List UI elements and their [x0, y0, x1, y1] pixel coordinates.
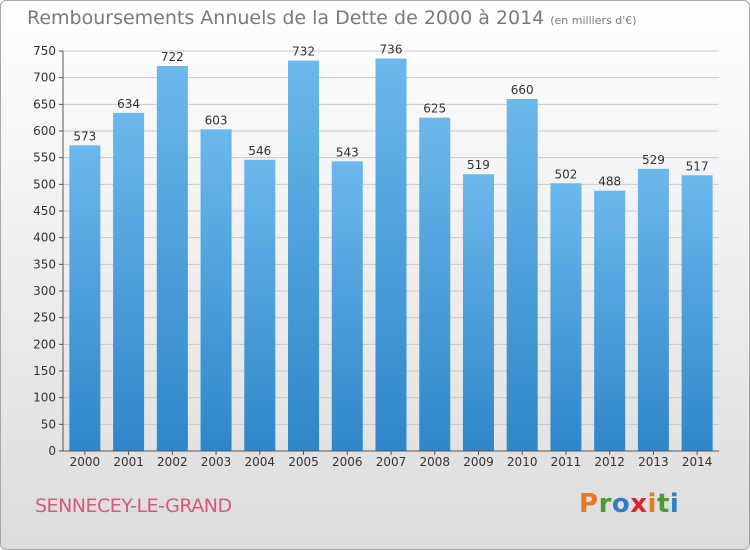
y-tick-label: 650 — [33, 97, 56, 111]
y-tick-label: 200 — [33, 337, 56, 351]
bar-2007 — [375, 58, 407, 451]
bar-2001 — [113, 112, 145, 451]
bar-2014 — [681, 175, 713, 451]
y-tick-label: 350 — [33, 257, 56, 271]
bar-2009 — [462, 174, 494, 451]
bar-value-label: 573 — [73, 129, 96, 143]
bar-value-label: 519 — [467, 158, 490, 172]
bar-2010 — [506, 99, 538, 451]
y-tick-label: 450 — [33, 204, 56, 218]
y-tick-label: 600 — [33, 124, 56, 138]
y-tick-label: 100 — [33, 391, 56, 405]
bar-2008 — [419, 117, 451, 452]
x-tick-label: 2006 — [332, 455, 363, 469]
bar-2002 — [156, 65, 188, 451]
chart-title-text: Remboursements Annuels de la Dette de 20… — [27, 7, 545, 29]
commune-name: SENNECEY-LE-GRAND — [35, 495, 232, 517]
x-tick-label: 2013 — [638, 455, 669, 469]
bar-2005 — [288, 60, 320, 451]
bar-value-label: 736 — [380, 42, 403, 56]
x-tick-label: 2000 — [70, 455, 101, 469]
y-tick-label: 250 — [33, 311, 56, 325]
bar-value-label: 546 — [248, 144, 271, 158]
y-tick-label: 750 — [33, 44, 56, 58]
x-tick-label: 2014 — [682, 455, 713, 469]
bar-2003 — [200, 129, 232, 451]
bar-value-label: 660 — [511, 83, 534, 97]
x-tick-label: 2009 — [463, 455, 494, 469]
bar-value-label: 488 — [598, 175, 621, 189]
bar-value-label: 603 — [205, 113, 228, 127]
bar-value-label: 543 — [336, 145, 359, 159]
y-tick-label: 700 — [33, 71, 56, 85]
bar-value-label: 732 — [292, 45, 315, 59]
bar-2000 — [69, 145, 101, 451]
y-tick-label: 300 — [33, 284, 56, 298]
x-tick-label: 2007 — [376, 455, 407, 469]
x-tick-label: 2008 — [419, 455, 450, 469]
bar-value-label: 625 — [423, 102, 446, 116]
x-tick-label: 2012 — [594, 455, 625, 469]
bar-layer: 573 634 722 603 546 732 543 736 625 519 660 502 488 5… — [69, 42, 713, 452]
chart-title: Remboursements Annuels de la Dette de 20… — [27, 7, 637, 29]
x-tick-label: 2001 — [113, 455, 144, 469]
bar-value-label: 517 — [686, 159, 709, 173]
y-tick-label: 500 — [33, 177, 56, 191]
y-tick-label: 0 — [48, 444, 56, 458]
axis-layer: 0 50 100 150 200 250 300 350 400 450 500 550 600 650 7… — [33, 44, 719, 469]
bar-value-label: 502 — [554, 167, 577, 181]
bar-2013 — [637, 168, 669, 451]
x-tick-label: 2005 — [288, 455, 319, 469]
bar-2006 — [331, 161, 363, 451]
bar-value-label: 634 — [117, 97, 140, 111]
chart-unit-note: (en milliers d'€) — [550, 14, 637, 27]
bar-2011 — [550, 183, 582, 451]
x-tick-label: 2002 — [157, 455, 188, 469]
y-tick-label: 400 — [33, 231, 56, 245]
bar-2004 — [244, 159, 276, 452]
x-tick-label: 2003 — [201, 455, 232, 469]
x-tick-label: 2004 — [245, 455, 276, 469]
x-tick-label: 2010 — [507, 455, 538, 469]
bar-value-label: 529 — [642, 153, 665, 167]
x-tick-label: 2011 — [551, 455, 582, 469]
bar-2012 — [594, 190, 626, 451]
y-tick-label: 550 — [33, 151, 56, 165]
bar-value-label: 722 — [161, 50, 184, 64]
y-tick-label: 50 — [41, 417, 56, 431]
proxiti-logo: Proxiti — [579, 489, 680, 519]
y-tick-label: 150 — [33, 364, 56, 378]
